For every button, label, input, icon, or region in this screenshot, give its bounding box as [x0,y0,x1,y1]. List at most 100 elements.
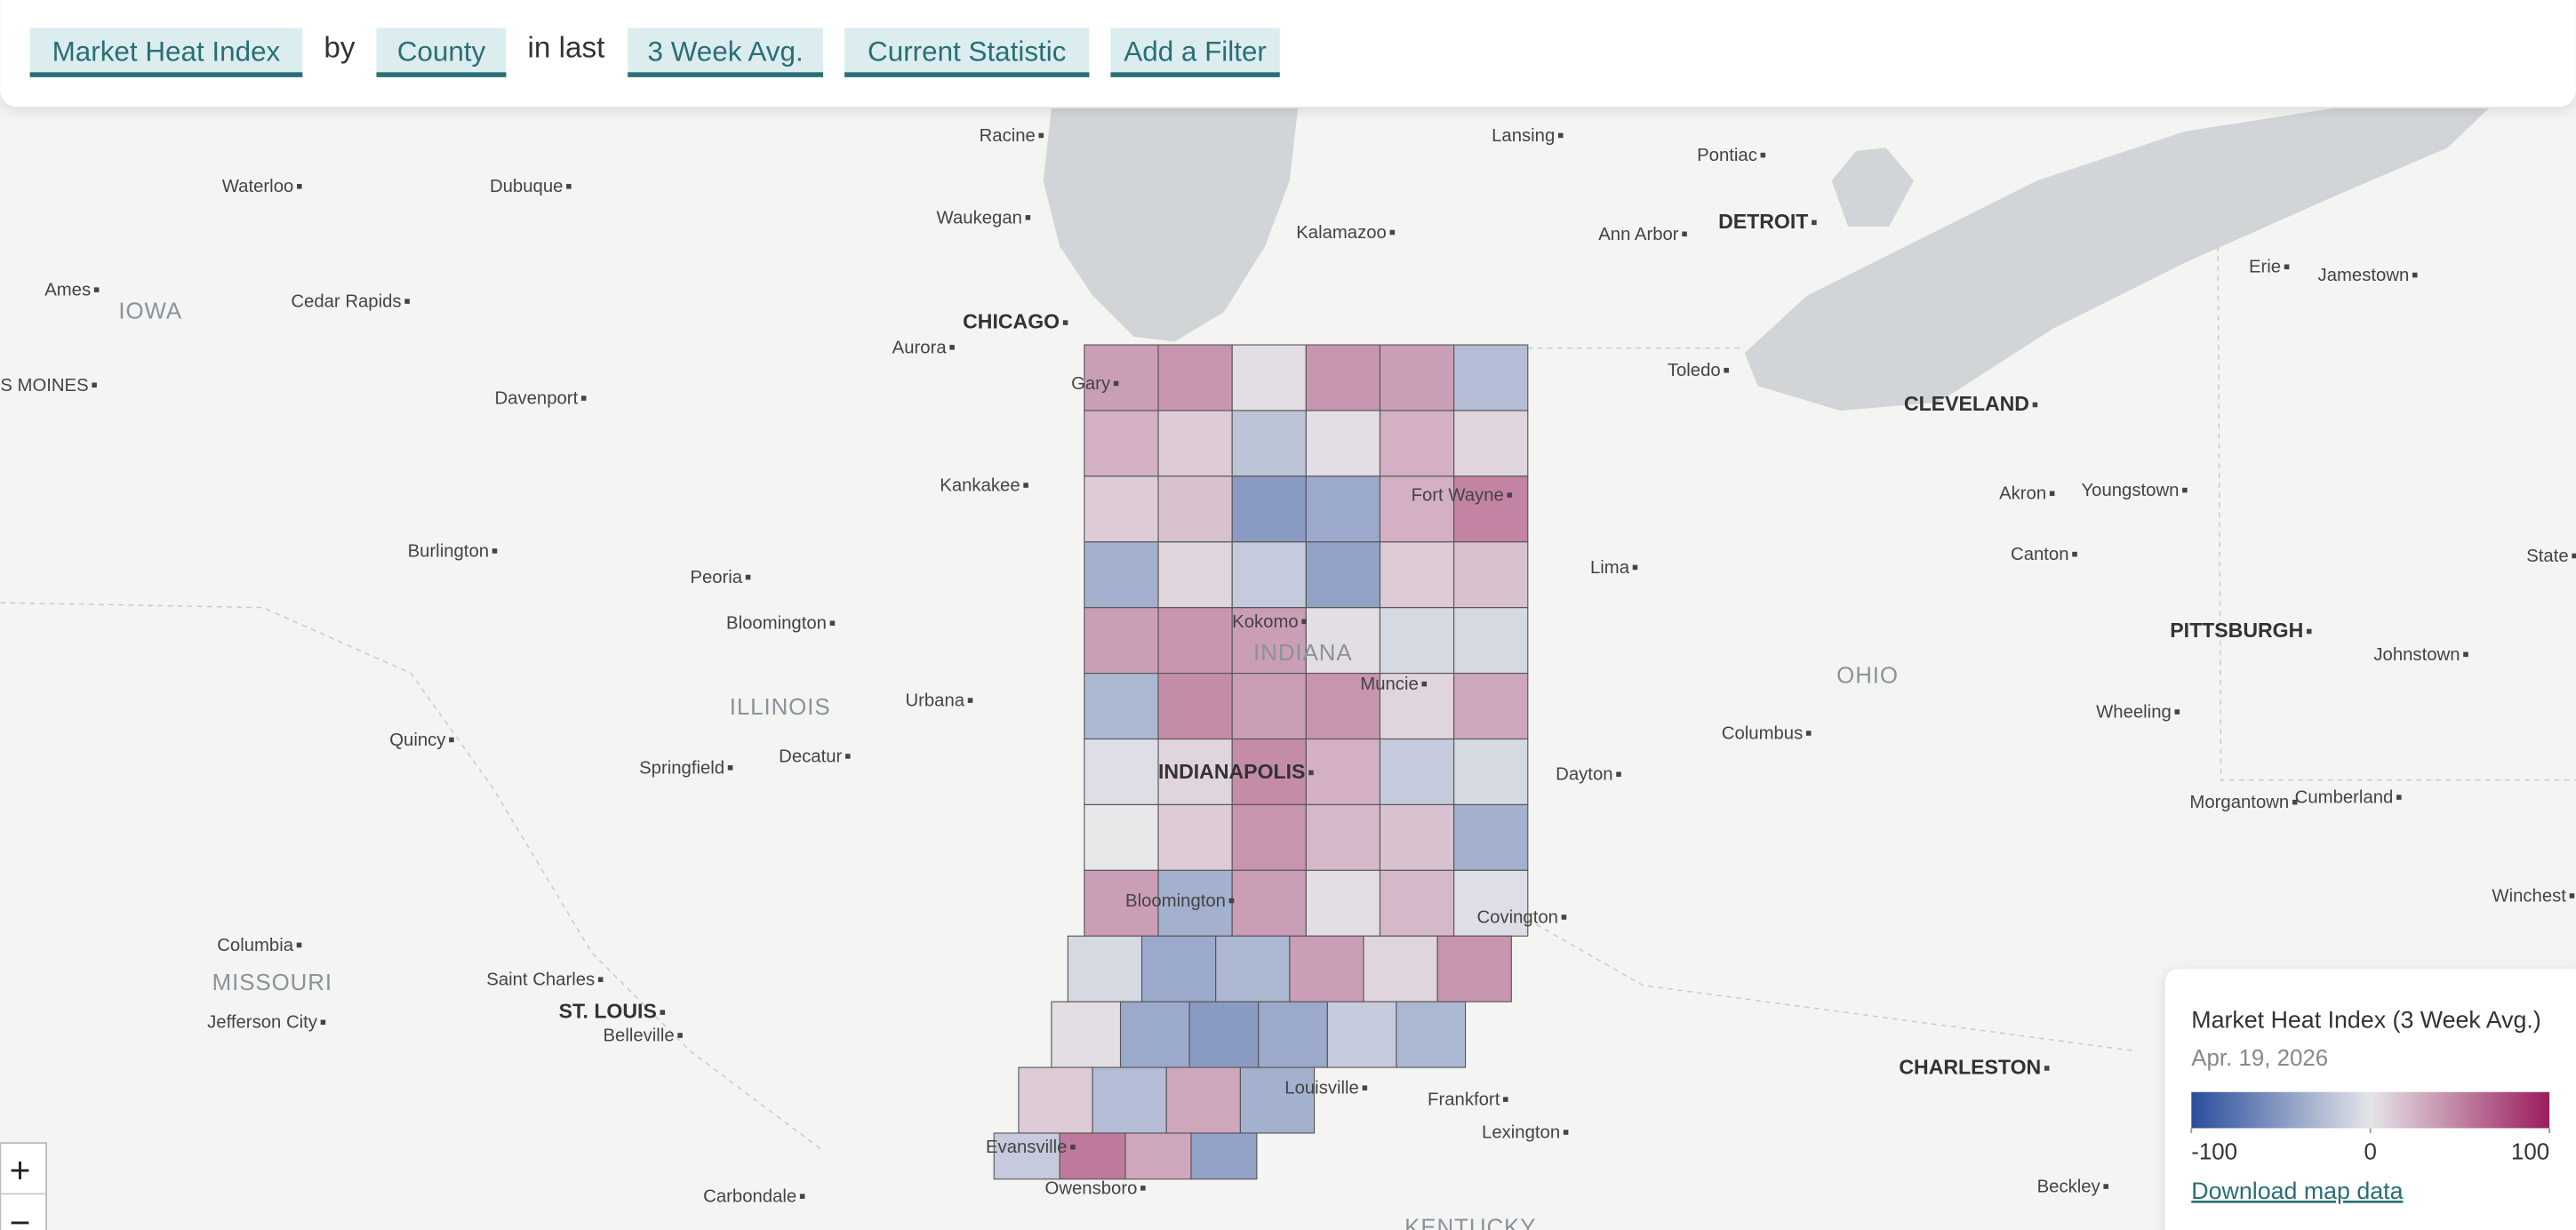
county[interactable] [1453,410,1529,477]
city-label: Waukegan [937,208,1022,228]
county[interactable] [1157,475,1233,543]
chip-label[interactable]: Current Statistic [868,36,1066,67]
chip-label[interactable]: County [397,36,486,67]
county[interactable] [1084,541,1159,609]
zoom-out[interactable]: − [10,1202,31,1230]
county[interactable] [1215,935,1291,1002]
county[interactable] [1453,803,1529,871]
county[interactable] [1379,410,1455,477]
county[interactable] [1305,344,1381,411]
county[interactable] [1190,1132,1258,1180]
county[interactable] [1396,1001,1467,1068]
county[interactable] [1157,410,1233,477]
county[interactable] [993,1132,1060,1180]
county[interactable] [1231,803,1307,871]
county[interactable] [1379,607,1455,675]
city-label: Columbia [217,936,294,955]
filter-chip[interactable] [628,28,824,77]
county[interactable] [1453,673,1529,740]
county[interactable] [1231,475,1307,543]
filter-chip[interactable] [1110,28,1280,77]
city-label: Saint Charles [486,970,595,990]
county[interactable] [1018,1066,1093,1134]
zoom-in[interactable]: + [10,1149,31,1190]
county[interactable] [1305,673,1381,740]
county[interactable] [1305,475,1381,543]
county[interactable] [1231,541,1307,609]
county[interactable] [1092,1066,1167,1134]
county[interactable] [1379,673,1455,740]
county[interactable] [1305,738,1381,805]
county[interactable] [1231,607,1307,675]
city-label: CHICAGO [963,310,1060,333]
county[interactable] [1165,1066,1241,1134]
city-label: Covington [1476,907,1557,927]
county[interactable] [1453,869,1529,937]
county[interactable] [1231,869,1307,937]
county[interactable] [1231,344,1307,411]
city-dot [597,977,604,982]
county[interactable] [1119,1001,1190,1068]
county[interactable] [1084,738,1159,805]
county[interactable] [1453,541,1529,609]
city-dot [1561,915,1567,920]
county[interactable] [1379,803,1455,871]
county[interactable] [1084,607,1159,675]
chip-label[interactable]: 3 Week Avg. [648,36,804,67]
county[interactable] [1084,869,1159,937]
county[interactable] [1305,541,1381,609]
county[interactable] [1379,738,1455,805]
county[interactable] [1379,344,1455,411]
chip-label[interactable]: Add a Filter [1124,36,1267,67]
county[interactable] [1289,935,1364,1002]
city-dot [2396,795,2402,800]
download-link[interactable]: Download map data [2191,1178,2403,1204]
city-label: Belleville [603,1026,674,1046]
county[interactable] [1157,541,1233,609]
county[interactable] [1067,935,1143,1002]
county[interactable] [1157,344,1233,411]
legend-tick-label: 100 [2511,1140,2549,1165]
county[interactable] [1453,607,1529,675]
county[interactable] [1157,673,1233,740]
filter-chip[interactable] [376,28,507,77]
county[interactable] [1051,1001,1122,1068]
filter-chip[interactable] [29,28,303,77]
county[interactable] [1084,803,1159,871]
county[interactable] [1157,607,1233,675]
county[interactable] [1379,541,1455,609]
city-label: Cumberland [2295,788,2394,808]
county[interactable] [1258,1001,1328,1068]
county[interactable] [1140,935,1217,1002]
county[interactable] [1436,935,1512,1002]
county[interactable] [1305,803,1381,871]
county[interactable] [1379,475,1455,543]
county[interactable] [1379,869,1455,937]
county[interactable] [1231,673,1307,740]
filter-chip[interactable] [844,28,1090,77]
county[interactable] [1084,673,1159,740]
city-dot [1503,1097,1508,1102]
county[interactable] [1453,738,1529,805]
county[interactable] [1157,803,1233,871]
city-label: Wheeling [2096,702,2172,722]
county[interactable] [1453,344,1529,411]
county[interactable] [1157,869,1233,937]
county[interactable] [1305,410,1381,477]
chip-label[interactable]: Market Heat Index [52,36,281,67]
county[interactable] [1059,1132,1126,1180]
county[interactable] [1305,869,1381,937]
county[interactable] [1239,1066,1316,1134]
city-label: Burlington [408,541,489,561]
county[interactable] [1305,607,1381,675]
county[interactable] [1124,1132,1192,1180]
county[interactable] [1084,475,1159,543]
city-label: Lansing [1492,126,1555,146]
county[interactable] [1188,1001,1260,1068]
toolbar-items: Market Heat Index by County in last 3 Week A… [29,28,1280,77]
county[interactable] [1326,1001,1397,1068]
county[interactable] [1363,935,1438,1002]
county[interactable] [1084,410,1159,477]
county[interactable] [1231,410,1307,477]
